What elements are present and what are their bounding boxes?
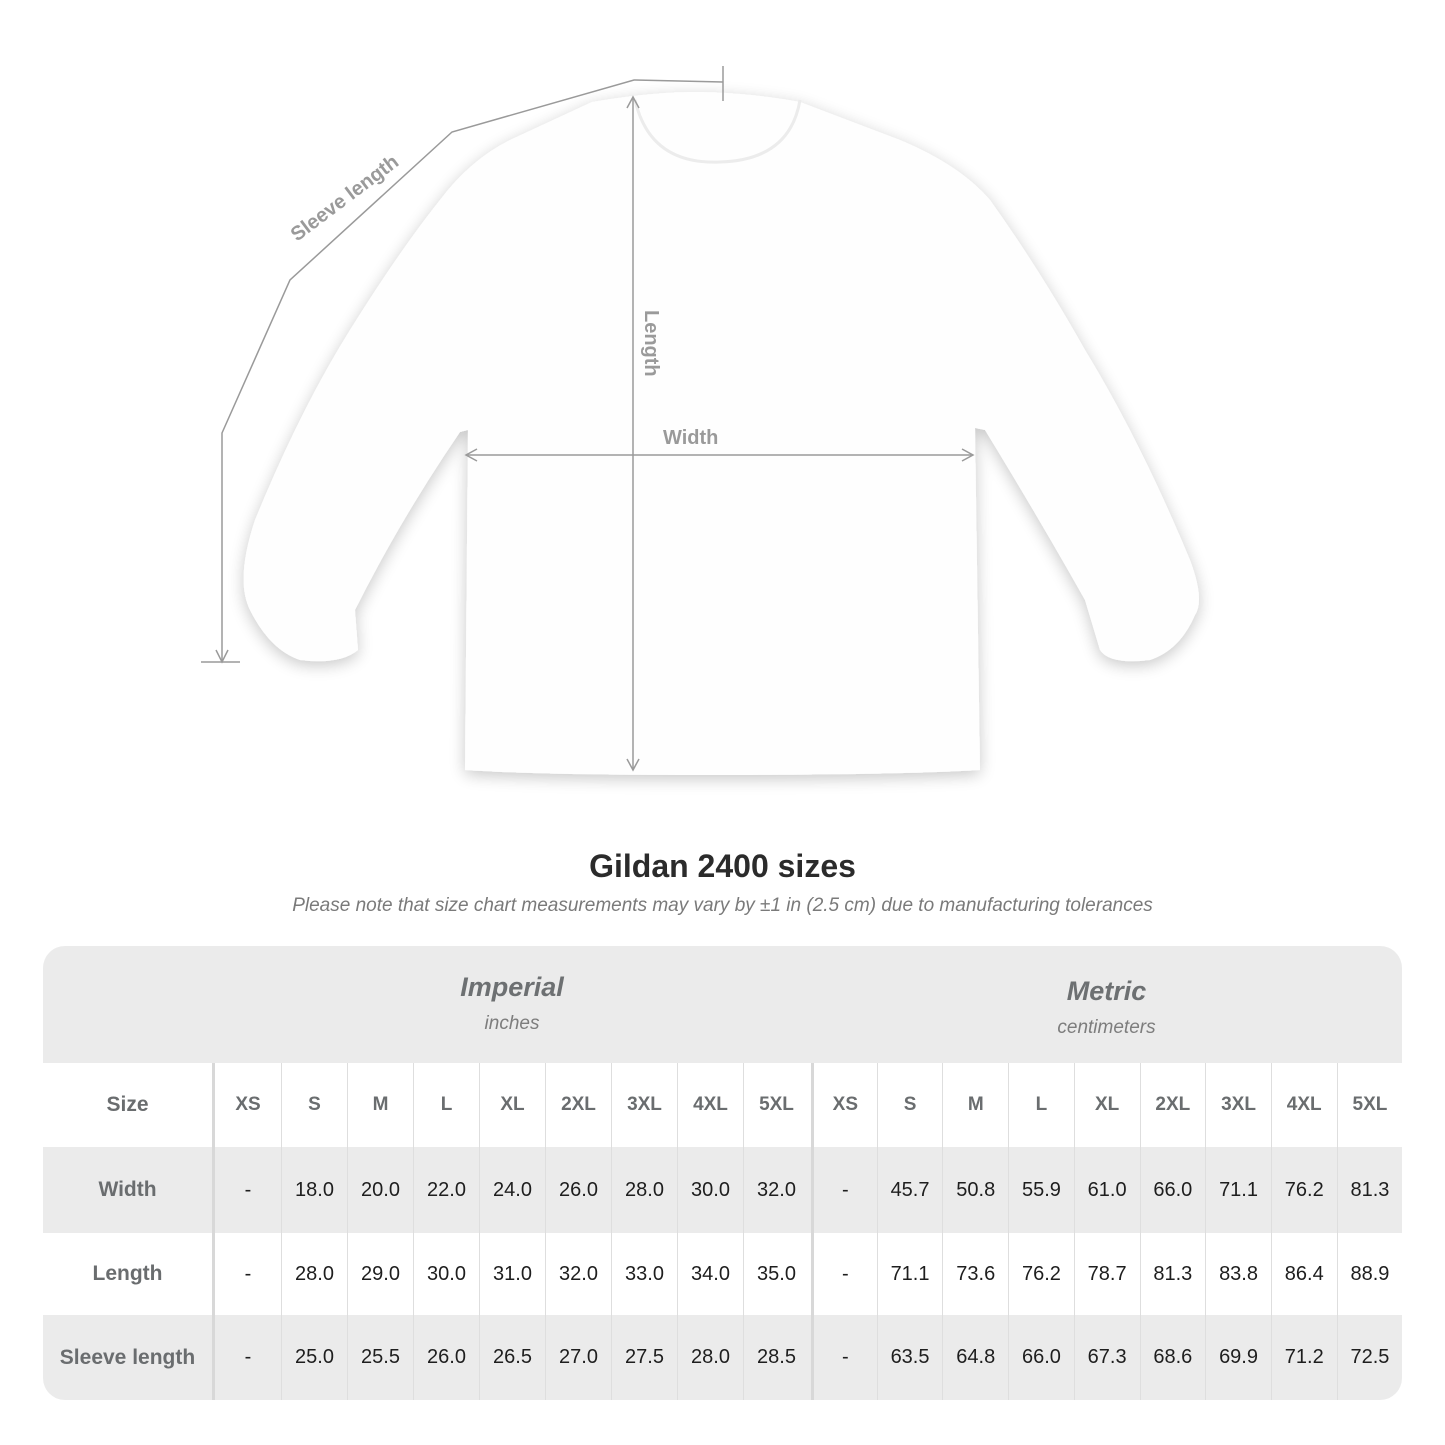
row-label: Sleeve length bbox=[43, 1315, 215, 1400]
table-cell: - bbox=[244, 1262, 252, 1285]
table-cell: 28.0 bbox=[281, 1233, 347, 1315]
metric-title: Metric bbox=[1066, 976, 1147, 1006]
table-row: Width -18.0 20.0 22.0 24.0 26.0 28.0 30.0 32.0-4… bbox=[43, 1147, 1402, 1233]
table-cell: 25.0 bbox=[281, 1315, 347, 1400]
table-cell: 4XL bbox=[1270, 1063, 1337, 1147]
table-cell: 2XL bbox=[545, 1063, 611, 1147]
sleeve-measure-line bbox=[221, 79, 724, 662]
table-cell: 5XL bbox=[743, 1063, 809, 1147]
table-cell: 18.0 bbox=[281, 1147, 347, 1233]
table-cell: 26.0 bbox=[545, 1147, 611, 1233]
table-cell: 26.5 bbox=[479, 1315, 545, 1400]
table-cell: 32.0 bbox=[743, 1147, 809, 1233]
size-table: Imperial inches Metric centimeters Size X… bbox=[43, 946, 1402, 1400]
table-cell: 61.0 bbox=[1073, 1147, 1140, 1233]
table-cell: 71.2 bbox=[1270, 1315, 1337, 1400]
row-label: Length bbox=[43, 1233, 215, 1315]
table-cell: 71.1 bbox=[1205, 1147, 1271, 1233]
size-header-row: Size XS S M L XL 2XL 3XL 4XL 5XL XS S M L XL 2XL 3XL 4XL 5… bbox=[43, 1063, 1402, 1147]
table-cell: 33.0 bbox=[611, 1233, 677, 1315]
table-cell: 76.2 bbox=[1270, 1147, 1337, 1233]
table-cell: 28.5 bbox=[743, 1315, 809, 1400]
tolerance-note: Please note that size chart measurements… bbox=[292, 895, 1153, 916]
table-cell: 24.0 bbox=[479, 1147, 545, 1233]
table-cell: M bbox=[347, 1063, 413, 1147]
table-cell: 66.0 bbox=[1008, 1315, 1074, 1400]
table-cell: 76.2 bbox=[1008, 1233, 1074, 1315]
width-label: Width bbox=[663, 427, 718, 449]
shirt-body bbox=[243, 92, 1200, 775]
table-cell: S bbox=[876, 1063, 943, 1147]
table-row: Sleeve length -25.0 25.5 26.0 26.5 27.0 27.5 28… bbox=[43, 1315, 1402, 1400]
table-cell: 64.8 bbox=[942, 1315, 1008, 1400]
table-cell: 34.0 bbox=[677, 1233, 743, 1315]
table-cell: 35.0 bbox=[743, 1233, 809, 1315]
unit-system-header: Imperial inches Metric centimeters bbox=[43, 946, 1402, 1063]
table-cell: 20.0 bbox=[347, 1147, 413, 1233]
table-cell: 27.5 bbox=[611, 1315, 677, 1400]
table-cell: 45.7 bbox=[876, 1147, 943, 1233]
table-cell: 31.0 bbox=[479, 1233, 545, 1315]
table-cell: XS bbox=[811, 1063, 877, 1147]
table-cell: L bbox=[1008, 1063, 1074, 1147]
table-cell: 66.0 bbox=[1139, 1147, 1206, 1233]
table-cell: 73.6 bbox=[942, 1233, 1008, 1315]
page-title: Gildan 2400 sizes bbox=[589, 848, 856, 884]
table-cell: - bbox=[811, 1147, 877, 1233]
table-cell: XL bbox=[479, 1063, 545, 1147]
table-cell: M bbox=[942, 1063, 1008, 1147]
table-cell: - bbox=[244, 1346, 252, 1368]
table-cell: 4XL bbox=[677, 1063, 743, 1147]
table-cell: S bbox=[281, 1063, 347, 1147]
table-cell: 81.3 bbox=[1139, 1233, 1206, 1315]
table-cell: 69.9 bbox=[1205, 1315, 1271, 1400]
imperial-title: Imperial bbox=[460, 972, 564, 1002]
table-cell: 30.0 bbox=[413, 1233, 479, 1315]
table-cell: 88.9 bbox=[1336, 1233, 1402, 1315]
table-cell: 2XL bbox=[1139, 1063, 1206, 1147]
table-cell: 86.4 bbox=[1270, 1233, 1337, 1315]
length-label: Length bbox=[640, 310, 662, 377]
row-label: Size bbox=[43, 1063, 215, 1147]
table-cell: 67.3 bbox=[1073, 1315, 1140, 1400]
table-cell: XS bbox=[235, 1094, 261, 1115]
table-cell: 30.0 bbox=[677, 1147, 743, 1233]
table-cell: 83.8 bbox=[1205, 1233, 1271, 1315]
table-cell: 32.0 bbox=[545, 1233, 611, 1315]
table-cell: 5XL bbox=[1336, 1063, 1402, 1147]
table-cell: 71.1 bbox=[876, 1233, 943, 1315]
table-cell: - bbox=[244, 1178, 252, 1201]
table-cell: 3XL bbox=[611, 1063, 677, 1147]
row-label: Width bbox=[43, 1147, 215, 1233]
table-cell: 55.9 bbox=[1008, 1147, 1074, 1233]
table-cell: 28.0 bbox=[611, 1147, 677, 1233]
table-cell: 68.6 bbox=[1139, 1315, 1206, 1400]
sleeve-length-label: Sleeve length bbox=[287, 151, 403, 246]
metric-unit: centimeters bbox=[1057, 1017, 1156, 1038]
table-cell: 27.0 bbox=[545, 1315, 611, 1400]
table-row: Length -28.0 29.0 30.0 31.0 32.0 33.0 34.0 35.0-… bbox=[43, 1233, 1402, 1315]
table-cell: 29.0 bbox=[347, 1233, 413, 1315]
table-cell: 50.8 bbox=[942, 1147, 1008, 1233]
table-cell: 22.0 bbox=[413, 1147, 479, 1233]
table-cell: XL bbox=[1073, 1063, 1140, 1147]
table-cell: 28.0 bbox=[677, 1315, 743, 1400]
shirt-diagram: Sleeve length Length Width bbox=[201, 66, 1200, 775]
table-cell: 3XL bbox=[1205, 1063, 1271, 1147]
table-cell: 63.5 bbox=[876, 1315, 943, 1400]
table-cell: - bbox=[811, 1315, 877, 1400]
table-cell: 25.5 bbox=[347, 1315, 413, 1400]
table-cell: - bbox=[811, 1233, 877, 1315]
table-cell: 81.3 bbox=[1336, 1147, 1402, 1233]
table-cell: 78.7 bbox=[1073, 1233, 1140, 1315]
imperial-header: Imperial inches bbox=[215, 972, 809, 1035]
table-cell: L bbox=[413, 1063, 479, 1147]
table-cell: 26.0 bbox=[413, 1315, 479, 1400]
table-cell: 72.5 bbox=[1336, 1315, 1402, 1400]
imperial-unit: inches bbox=[484, 1013, 540, 1034]
metric-header: Metric centimeters bbox=[811, 976, 1402, 1039]
